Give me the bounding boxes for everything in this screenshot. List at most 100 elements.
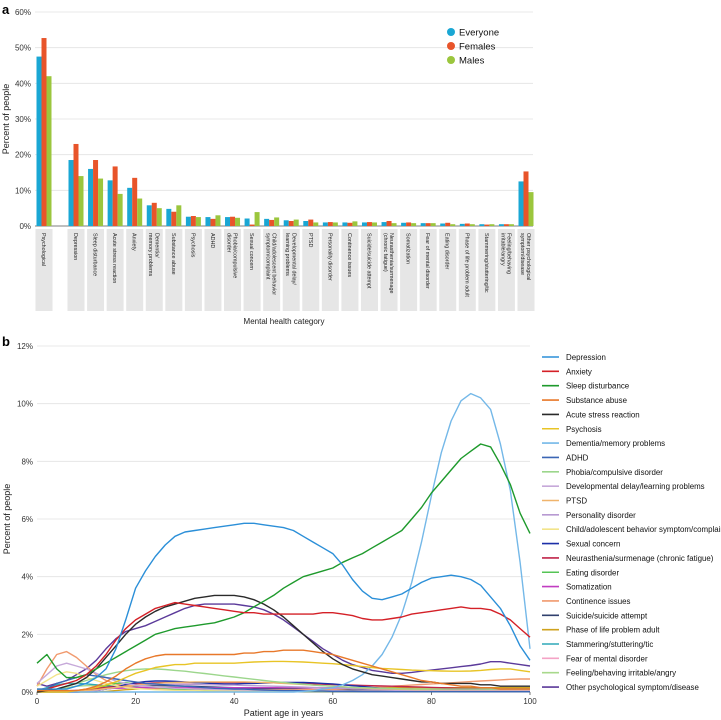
series-line <box>36 674 530 693</box>
category-label: Continence issues <box>346 233 352 277</box>
category-label: Phase of life problem adult <box>463 233 469 297</box>
bar <box>215 215 221 226</box>
legend-label: Phase of life problem adult <box>566 626 660 635</box>
bar <box>479 224 485 226</box>
category-label-box <box>478 229 496 311</box>
legend-label: Neurasthenia/surmenage (chronic fatigue) <box>566 554 714 563</box>
bar <box>78 176 84 226</box>
category-label: Other psychologicalsymptom/disease <box>519 233 531 280</box>
series-line <box>37 660 531 693</box>
category-label-box <box>321 229 339 311</box>
bar <box>381 222 387 226</box>
category-label-box <box>360 229 378 311</box>
y-tick-label: 0% <box>19 222 31 231</box>
category-label-box <box>302 229 320 311</box>
bar <box>190 216 196 226</box>
category-label: Suicide/suicide attempt <box>365 233 371 289</box>
bar <box>503 224 509 226</box>
bar <box>347 222 353 226</box>
category-label-box <box>439 229 457 311</box>
category-label-box <box>204 229 222 311</box>
series-line <box>37 601 531 690</box>
bar <box>249 224 255 226</box>
legend-label: Other psychological symptom/disease <box>566 683 699 692</box>
legend-label: PTSD <box>566 497 587 506</box>
legend-label: Substance abuse <box>566 396 628 405</box>
x-tick-label: 80 <box>427 697 436 706</box>
legend-label: Anxiety <box>566 367 592 376</box>
category-label: Psychosis <box>189 233 195 258</box>
category-label-box <box>380 229 398 311</box>
category-label: PTSD <box>307 233 313 247</box>
bar <box>68 160 74 226</box>
category-label-box <box>126 229 144 311</box>
legend-label: Psychosis <box>566 425 602 434</box>
bar <box>176 205 182 226</box>
bar <box>406 222 412 226</box>
bar <box>498 224 504 226</box>
category-label: ADHD <box>209 233 215 248</box>
y-tick-label: 10% <box>15 186 31 195</box>
legend-label: ADHD <box>566 453 589 462</box>
x-tick-label: 40 <box>230 697 239 706</box>
bar <box>411 223 417 226</box>
legend-label: Continence issues <box>566 597 631 606</box>
panel-b-letter: b <box>2 334 10 349</box>
category-label: Developmental delay/learning problems <box>284 233 296 285</box>
bar <box>93 160 99 226</box>
category-label: Eating disorder <box>444 233 450 269</box>
category-label-box <box>517 229 535 311</box>
bar-chart-panel-a: 0% 10% 20% 30% 40% 50% 60% Percent of people Psy… <box>1 8 535 326</box>
bar <box>303 221 309 226</box>
bar <box>508 224 514 226</box>
category-label-box <box>106 229 124 311</box>
x-tick-label: 0 <box>35 697 40 706</box>
bar <box>88 168 94 226</box>
category-label: Personality disorder <box>326 233 332 281</box>
category-label-box <box>145 229 163 311</box>
bar <box>73 143 79 226</box>
bar <box>430 223 436 226</box>
category-label-box <box>165 229 183 311</box>
bar <box>117 193 123 226</box>
bar <box>322 222 328 226</box>
bar <box>489 224 495 226</box>
y-tick-label: 8% <box>21 457 33 466</box>
legend-label: Personality disorder <box>566 511 636 520</box>
y-tick-label: 50% <box>15 44 31 53</box>
bar <box>342 222 348 226</box>
bar <box>171 211 177 226</box>
series-line <box>37 649 530 692</box>
x-tick-label: 20 <box>131 697 140 706</box>
y-tick-label: 4% <box>21 573 33 582</box>
legend-label: Depression <box>566 353 606 362</box>
series-line <box>36 443 531 679</box>
bar <box>313 222 319 226</box>
bar <box>36 56 42 227</box>
legend-label: Suicide/suicide attempt <box>566 611 648 620</box>
bar <box>274 217 280 226</box>
bar <box>264 218 270 226</box>
legend-label: Eating disorder <box>566 568 619 577</box>
bar <box>528 192 534 226</box>
category-label: Child/adolescent behaviorsymptom/complai… <box>265 233 277 295</box>
bar <box>112 166 118 226</box>
y-tick-label: 12% <box>17 342 33 351</box>
series-line <box>36 668 530 693</box>
bar <box>450 224 456 226</box>
bar <box>41 38 47 226</box>
bar <box>459 223 465 226</box>
bar <box>244 218 250 226</box>
legend-label: Sleep disturbance <box>566 382 630 391</box>
legend-label: Fear of mental disorder <box>566 654 648 663</box>
y-tick-label: 0% <box>21 688 33 697</box>
bar <box>146 205 152 226</box>
bar <box>46 76 52 226</box>
legend-label: Sexual concern <box>566 540 620 549</box>
bar <box>425 223 431 226</box>
bar <box>288 221 294 226</box>
y-tick-label: 2% <box>21 630 33 639</box>
category-label-box <box>419 229 437 311</box>
series-line <box>37 392 531 693</box>
legend-label: Males <box>459 56 485 67</box>
